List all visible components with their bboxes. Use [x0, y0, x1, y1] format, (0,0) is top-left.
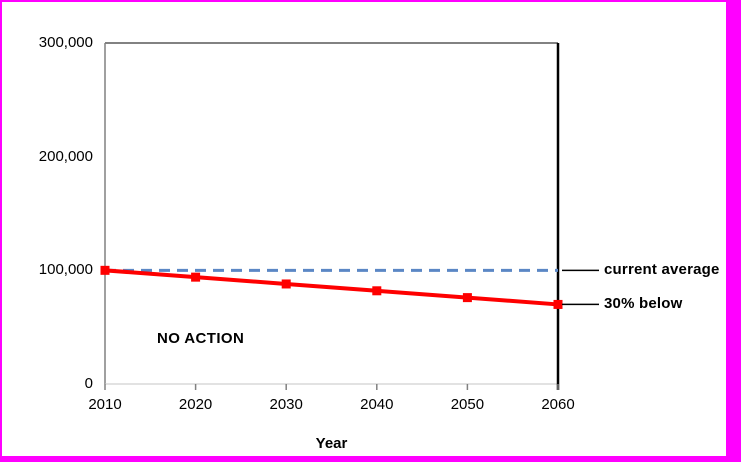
series-label-no-action: NO ACTION [157, 330, 245, 347]
y-tick-label: 200,000 [38, 147, 93, 165]
series-line-no-action [104, 268, 559, 307]
x-axis-title: Year [315, 435, 348, 452]
data-point-marker [191, 272, 201, 282]
y-tick-label: 300,000 [38, 34, 93, 51]
annotation-label-30-below: 30% below [604, 295, 683, 313]
x-tick-label: 2020 [178, 396, 213, 413]
x-tick-label: 2030 [269, 396, 303, 413]
x-tick-label: 2040 [360, 396, 394, 413]
data-point-marker [281, 279, 291, 289]
y-tick-label: 0 [84, 375, 93, 392]
x-tick-label: 2010 [88, 396, 122, 413]
chart-canvas: 0 100,000 200,000 300,000 2010 2020 2030 2040 2… [2, 2, 726, 456]
annotation-label-current-average: current average [604, 261, 720, 279]
data-point-marker [372, 286, 382, 296]
y-tick-label: 100,000 [38, 261, 93, 279]
data-point-marker [100, 265, 110, 275]
data-point-marker [462, 293, 472, 303]
x-tick-label: 2060 [541, 396, 575, 413]
data-point-marker [553, 299, 563, 309]
x-tick-label: 2050 [450, 396, 485, 413]
plot-area [100, 42, 599, 390]
